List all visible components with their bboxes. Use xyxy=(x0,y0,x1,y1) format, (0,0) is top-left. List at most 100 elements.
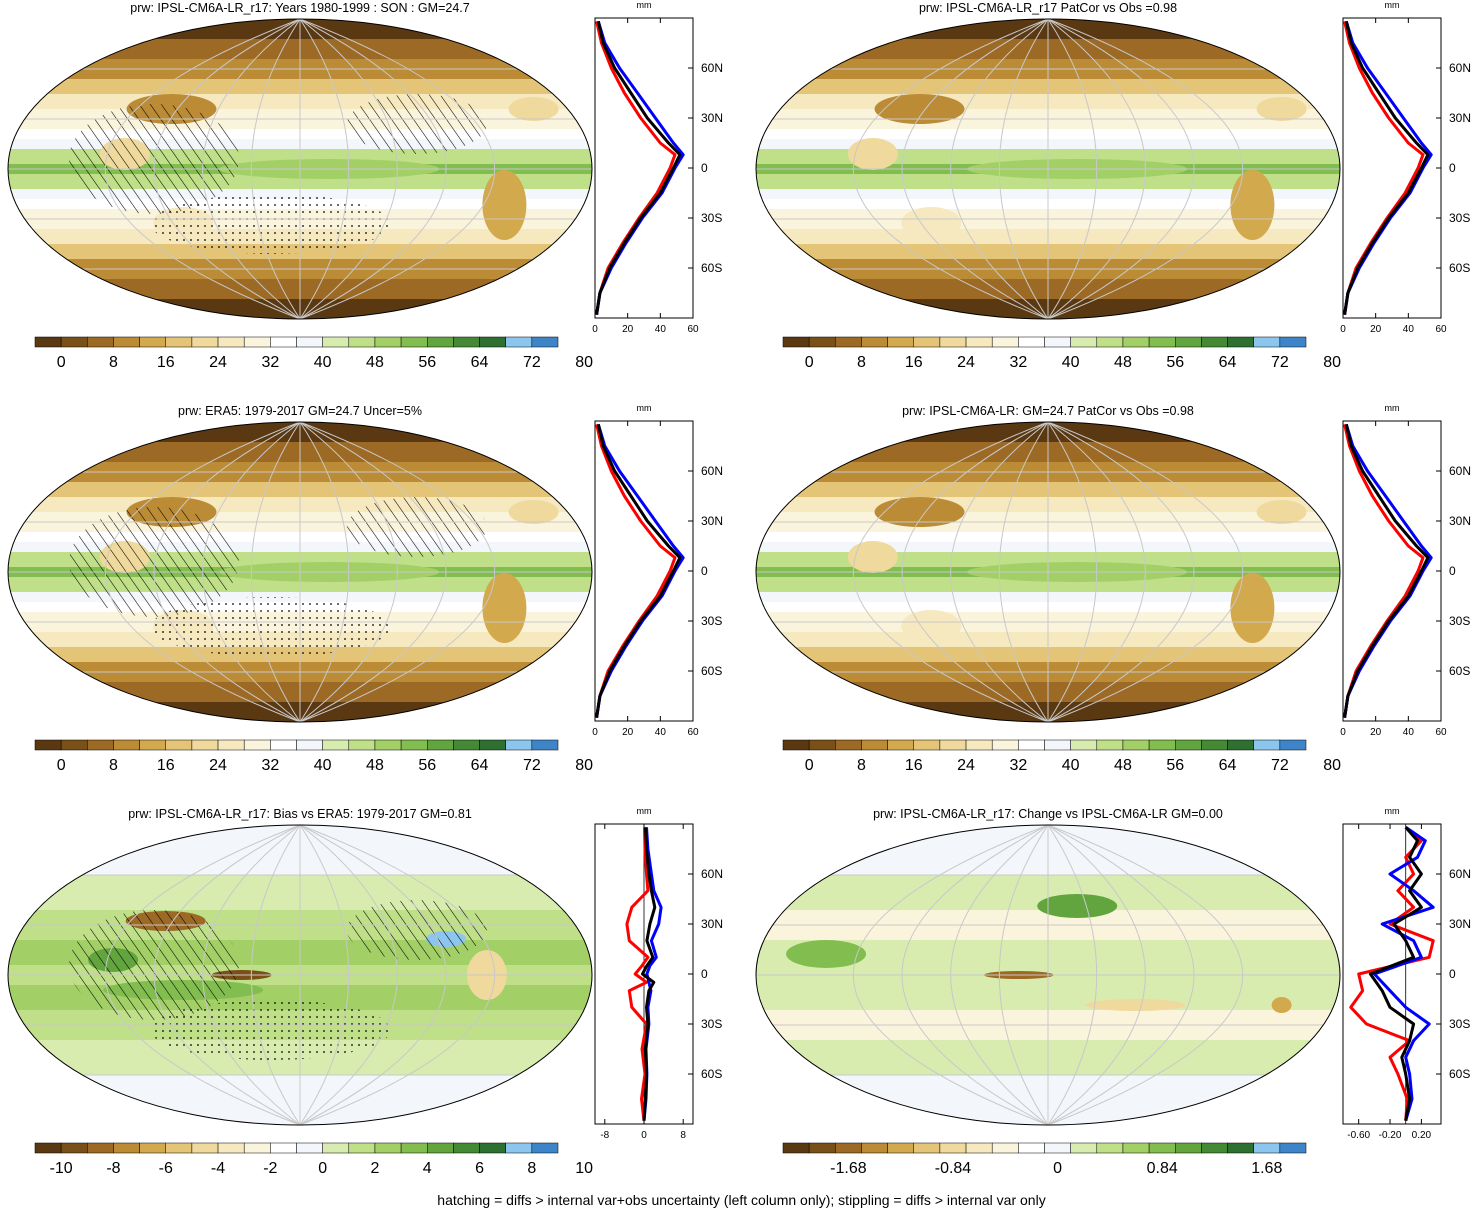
colorbar-label: 0 xyxy=(805,354,814,371)
colorbar-label: 24 xyxy=(957,354,975,371)
colorbar-swatch xyxy=(1148,336,1176,348)
field-feature xyxy=(874,497,965,527)
colorbar-swatch xyxy=(1122,739,1150,751)
meridian-line xyxy=(1047,19,1098,319)
x-tick-label: 60 xyxy=(687,324,699,335)
meridian-line xyxy=(1047,825,1098,1125)
colorbar-swatch xyxy=(400,739,428,751)
colorbar-swatch xyxy=(1201,739,1228,751)
colorbar-swatch xyxy=(1175,336,1202,348)
colorbar: 0 8 16 24 32 40 48 56 64 72 80 xyxy=(34,739,593,774)
colorbar-swatch xyxy=(1148,1142,1176,1154)
colorbar-swatch xyxy=(1018,1142,1045,1154)
lat-label: 60N xyxy=(701,867,723,881)
lat-label: 0 xyxy=(1449,564,1456,578)
colorbar-swatch xyxy=(374,336,402,348)
profile-series-line xyxy=(595,20,682,315)
colorbar-swatch xyxy=(60,739,88,751)
lat-label: 60S xyxy=(1449,1067,1470,1081)
colorbar-label: 80 xyxy=(1323,757,1341,774)
x-tick-label: 20 xyxy=(622,324,634,335)
meridian-line xyxy=(299,19,350,319)
colorbar-label: 16 xyxy=(905,757,923,774)
meridian-line xyxy=(299,422,350,722)
field-feature xyxy=(1271,997,1292,1013)
colorbar-swatch xyxy=(808,739,836,751)
x-tick-label: 40 xyxy=(655,324,667,335)
zonal-profile: mm 60N 30N 0 30S 60S 0 20 40 60 xyxy=(592,0,723,335)
colorbar-label: 40 xyxy=(314,757,332,774)
lat-label: 0 xyxy=(1449,967,1456,981)
meridian-line xyxy=(202,825,301,1125)
colorbar-swatch xyxy=(1044,739,1071,751)
lat-label: 30S xyxy=(701,614,722,628)
colorbar-swatch xyxy=(965,336,993,348)
colorbar-label: 8 xyxy=(109,757,118,774)
meridian-line xyxy=(153,825,301,1125)
colorbar-label: 56 xyxy=(418,757,436,774)
colorbar-swatch xyxy=(887,336,914,348)
colorbar-swatch xyxy=(113,739,140,751)
colorbar: 0 8 16 24 32 40 48 56 64 72 80 xyxy=(34,336,593,371)
colorbar-swatch xyxy=(165,1142,193,1154)
colorbar-swatch xyxy=(861,1142,888,1154)
colorbar-label: -2 xyxy=(263,1160,277,1177)
colorbar-swatch xyxy=(782,739,810,751)
colorbar-label: 56 xyxy=(418,354,436,371)
zonal-profile: mm 60N 30N 0 30S 60S -8 0 8 xyxy=(594,806,723,1141)
colorbar-swatch xyxy=(1227,1142,1254,1154)
colorbar-label: 48 xyxy=(366,757,384,774)
colorbar-label: 24 xyxy=(957,757,975,774)
lat-label: 30N xyxy=(701,917,723,931)
colorbar-label: 64 xyxy=(471,354,489,371)
map xyxy=(756,825,1340,1125)
panel-5: prw: IPSL-CM6A-LR_r17: Bias vs ERA5: 197… xyxy=(7,806,723,1177)
zonal-profile: mm 60N 30N 0 30S 60S 0 20 40 60 xyxy=(1340,0,1471,335)
colorbar-label: 40 xyxy=(1062,757,1080,774)
x-tick-label: 40 xyxy=(655,727,667,738)
colorbar-swatch xyxy=(887,1142,914,1154)
colorbar-swatch xyxy=(34,336,62,348)
stippling xyxy=(150,597,391,657)
colorbar-label: 0 xyxy=(57,757,66,774)
colorbar-swatch xyxy=(34,739,62,751)
meridian-line xyxy=(1047,825,1244,1125)
profile-series-line xyxy=(1368,826,1423,1121)
colorbar-swatch xyxy=(34,1142,62,1154)
x-tick-label: 20 xyxy=(622,727,634,738)
hatching xyxy=(69,104,239,214)
colorbar-swatch xyxy=(296,739,323,751)
colorbar-swatch xyxy=(991,1142,1019,1154)
panel-1: prw: IPSL-CM6A-LR_r17: Years 1980-1999 :… xyxy=(7,0,723,371)
colorbar-label: 0 xyxy=(805,757,814,774)
colorbar-swatch xyxy=(1070,739,1098,751)
profile-series-line xyxy=(625,827,650,1121)
stippling xyxy=(150,1000,391,1060)
panel-title: prw: IPSL-CM6A-LR_r17 PatCor vs Obs =0.9… xyxy=(919,1,1177,15)
colorbar-swatch xyxy=(191,336,219,348)
colorbar-swatch xyxy=(1279,739,1307,751)
colorbar-label: 32 xyxy=(261,354,279,371)
colorbar-swatch xyxy=(1018,739,1045,751)
colorbar-swatch xyxy=(139,739,167,751)
colorbar-label: 32 xyxy=(261,757,279,774)
zonal-profile: mm 60N 30N 0 30S 60S -0.60 -0.20 0.20 xyxy=(1342,806,1471,1141)
meridian-line xyxy=(202,422,301,722)
colorbar-swatch xyxy=(243,739,271,751)
hatching xyxy=(346,900,487,960)
colorbar-swatch xyxy=(1227,739,1254,751)
colorbar-swatch xyxy=(322,739,350,751)
colorbar-label: 48 xyxy=(366,354,384,371)
profile-series-line xyxy=(595,423,682,718)
meridian-line xyxy=(950,825,1049,1125)
lat-label: 30S xyxy=(1449,1017,1470,1031)
x-tick-label: 60 xyxy=(1435,324,1447,335)
colorbar-label: 8 xyxy=(857,757,866,774)
lat-label: 60S xyxy=(1449,261,1470,275)
colorbar-swatch xyxy=(427,336,454,348)
colorbar-label: 56 xyxy=(1166,757,1184,774)
field-feature xyxy=(508,97,559,121)
colorbar-label: -1.68 xyxy=(830,1160,867,1177)
meridian-line xyxy=(1047,422,1244,722)
